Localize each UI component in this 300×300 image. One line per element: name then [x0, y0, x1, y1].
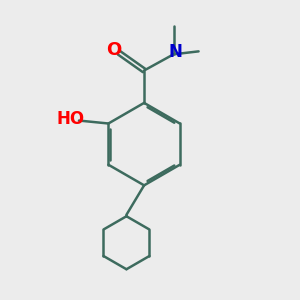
Text: N: N	[168, 43, 182, 61]
Text: O: O	[106, 41, 122, 59]
Text: HO: HO	[56, 110, 84, 128]
